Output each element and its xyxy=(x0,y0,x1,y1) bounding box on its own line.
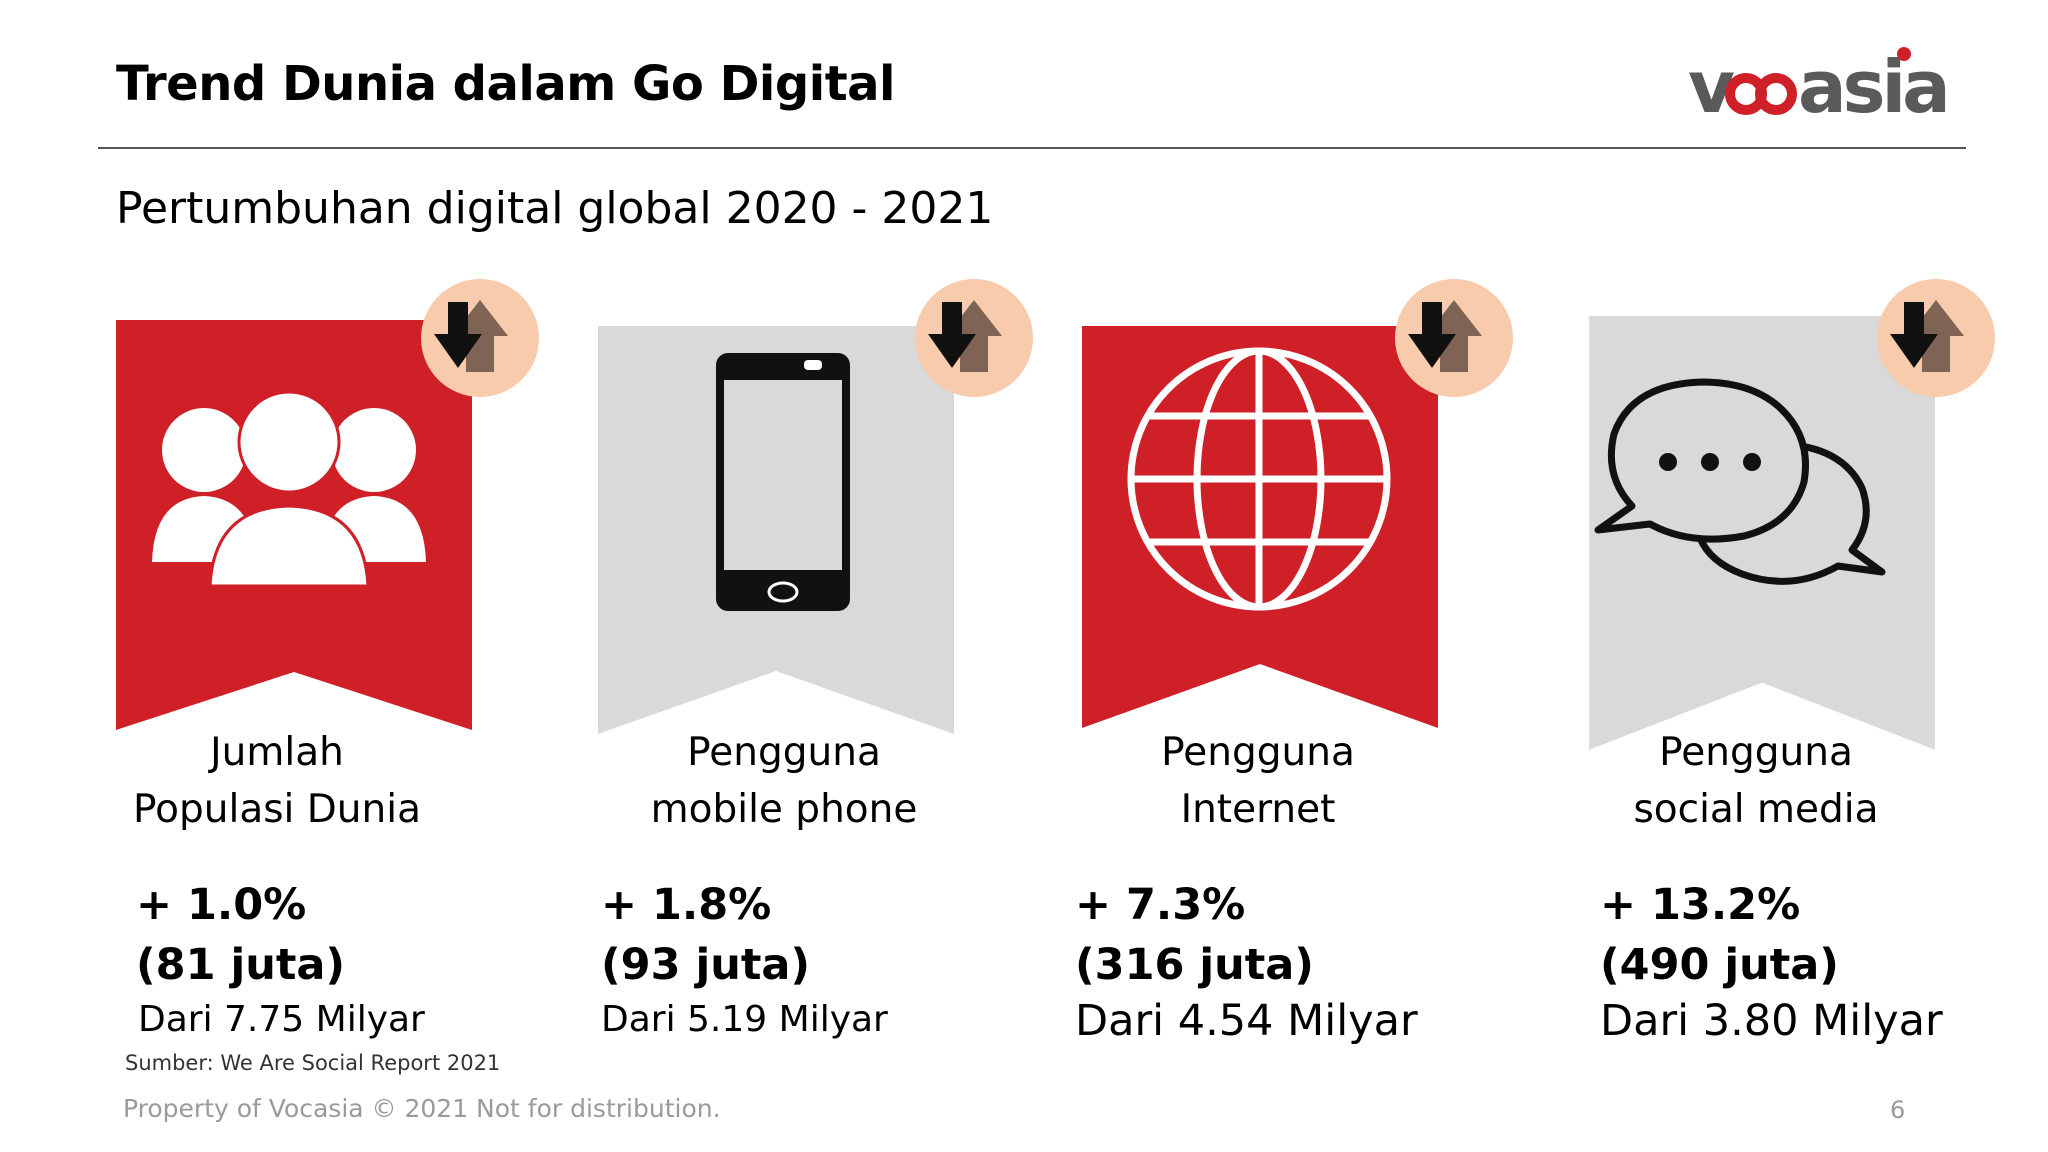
growth-percent: + 1.8% xyxy=(601,880,772,930)
down-up-arrows-icon xyxy=(421,279,539,397)
card-label-line1: Jumlah xyxy=(210,730,344,775)
card-label-line1: Pengguna xyxy=(687,730,881,775)
base-value: Dari 3.80 Milyar xyxy=(1600,996,1943,1046)
growth-percent: + 7.3% xyxy=(1075,880,1246,930)
chat-bubbles-icon xyxy=(1594,378,1886,585)
growth-percent: + 1.0% xyxy=(136,880,307,930)
base-value: Dari 4.54 Milyar xyxy=(1075,996,1418,1046)
slide-subtitle: Pertumbuhan digital global 2020 - 2021 xyxy=(116,183,994,234)
card-label-line2: Internet xyxy=(1180,787,1336,832)
growth-percent: + 13.2% xyxy=(1600,880,1801,930)
growth-absolute: (81 juta) xyxy=(136,940,346,990)
card-label-line1: Pengguna xyxy=(1659,730,1853,775)
card-label-line2: Populasi Dunia xyxy=(133,787,421,832)
card-label-line1: Pengguna xyxy=(1161,730,1355,775)
users-group-icon xyxy=(152,390,426,588)
vocasia-logo: v asia xyxy=(1688,40,1968,130)
header-divider xyxy=(98,147,1966,149)
page-number: 6 xyxy=(1890,1096,1906,1124)
down-up-arrows-icon xyxy=(1395,279,1513,397)
mobile-phone-icon xyxy=(716,353,850,611)
slide-title: Trend Dunia dalam Go Digital xyxy=(116,56,895,112)
source-note: Sumber: We Are Social Report 2021 xyxy=(125,1051,501,1075)
base-value: Dari 7.75 Milyar xyxy=(138,999,425,1040)
growth-absolute: (93 juta) xyxy=(601,940,811,990)
down-up-arrows-icon xyxy=(1877,279,1995,397)
globe-icon xyxy=(1127,347,1391,611)
growth-absolute: (316 juta) xyxy=(1075,940,1314,990)
base-value: Dari 5.19 Milyar xyxy=(601,999,888,1040)
card-label-line2: social media xyxy=(1633,787,1879,832)
svg-text:asia: asia xyxy=(1798,45,1947,129)
card-label-line2: mobile phone xyxy=(650,787,918,832)
footer-copyright: Property of Vocasia © 2021 Not for distr… xyxy=(123,1094,721,1123)
growth-absolute: (490 juta) xyxy=(1600,940,1839,990)
down-up-arrows-icon xyxy=(915,279,1033,397)
